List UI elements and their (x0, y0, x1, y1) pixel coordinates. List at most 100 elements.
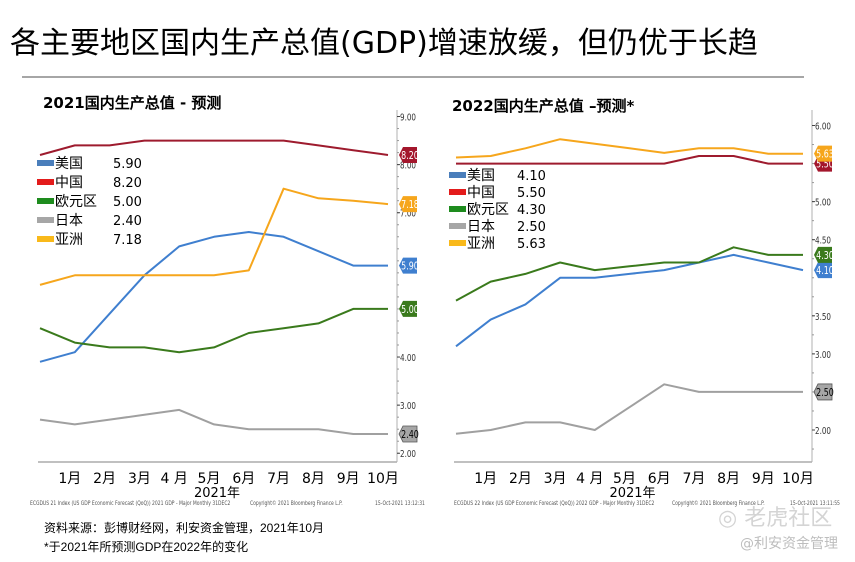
series-line-0 (455, 253, 804, 348)
source-note: 资料来源：彭博财经网，利安资金管理，2021年10月 *于2021年所预测GDP… (44, 519, 324, 557)
legend-swatch-3 (449, 223, 466, 229)
series-line-3 (455, 383, 803, 435)
series-line-3 (39, 408, 388, 435)
legend-swatch-4 (449, 240, 466, 246)
x-tick-label: 5月 (198, 471, 221, 487)
value-tag-label: 5.00 (401, 304, 419, 317)
x-tick-label: 4 月 (576, 471, 603, 487)
y-tick-label: 4.50 (815, 236, 831, 247)
y-tick-label: 5.00 (815, 198, 831, 209)
series-line-4 (455, 138, 803, 159)
chart-footer-timestamp: 15-Oct-2021 13:12:31 (375, 500, 425, 507)
value-tag-shape (398, 425, 418, 443)
legend-value-0: 4.10 (517, 169, 546, 184)
value-tag-4: 7.18 (399, 196, 419, 213)
value-tag-shape (814, 246, 832, 263)
x-tick-label: 5月 (613, 471, 636, 487)
value-tag-shape (814, 145, 832, 162)
x-axis-label: 2021年 (609, 486, 655, 501)
value-tag-shape (399, 196, 417, 213)
legend-label-2: 欧元区 (467, 202, 509, 218)
y-tick-label: 6.00 (815, 121, 831, 132)
value-tag-label: 5.90 (401, 260, 419, 273)
x-tick-label: 9月 (337, 471, 360, 487)
legend-swatch-2 (37, 198, 54, 204)
legend-value-1: 8.20 (113, 176, 142, 191)
chart-footer-source: ECGDUS 21 Index (US GDP Economic Forecas… (30, 500, 230, 507)
x-tick-label: 2月 (93, 471, 116, 487)
legend-swatch-3 (37, 217, 54, 223)
legend-label-1: 中国 (55, 175, 83, 191)
legend-value-4: 5.63 (517, 237, 546, 252)
x-tick-label: 3月 (128, 471, 151, 487)
value-tag-4: 5.63 (814, 145, 834, 162)
legend-swatch-1 (37, 179, 54, 185)
legend-label-3: 日本 (467, 219, 495, 235)
legend-value-1: 5.50 (517, 186, 546, 201)
value-tag-label: 7.18 (401, 199, 419, 212)
value-tag-label: 2.50 (816, 387, 834, 400)
legend-value-3: 2.40 (113, 214, 142, 229)
legend-swatch-0 (449, 172, 466, 178)
page-title: 各主要地区国内生产总值(GDP)增速放缓，但仍优于长趋 (10, 26, 758, 61)
value-tag-3: 2.40 (398, 425, 419, 443)
x-tick-label: 8月 (302, 471, 325, 487)
legend-value-2: 5.00 (113, 195, 142, 210)
chart-footer-timestamp: 15-Oct-2021 13:11:55 (790, 500, 840, 507)
series-line-2 (39, 307, 388, 354)
series-line-1 (39, 139, 389, 156)
y-tick-label: 7.00 (400, 209, 416, 220)
chart-footer-copyright: Copyright© 2021 Bloomberg Finance L.P. (250, 499, 343, 507)
value-tag-shape (813, 383, 833, 401)
y-tick-label: 3.00 (400, 401, 416, 412)
legend-label-0: 美国 (55, 156, 83, 172)
value-tag-label: 4.30 (816, 250, 834, 263)
legend-value-3: 2.50 (517, 220, 546, 235)
legend-label-4: 亚洲 (467, 236, 495, 252)
x-tick-label: 7月 (267, 471, 290, 487)
x-tick-label: 10月 (367, 471, 399, 487)
y-tick-label: 9.00 (400, 112, 416, 123)
y-tick-label: 2.00 (400, 449, 416, 460)
x-tick-label: 10月 (782, 471, 814, 487)
watermark-logo-icon: ◎ (718, 506, 738, 531)
value-tag-shape (399, 147, 417, 163)
value-tag-0: 4.10 (814, 262, 834, 279)
legend-label-2: 欧元区 (55, 194, 97, 210)
legend-swatch-4 (37, 236, 54, 242)
x-tick-label: 7月 (682, 471, 705, 487)
chart-footer-copyright: Copyright© 2021 Bloomberg Finance L.P. (672, 499, 765, 507)
legend-value-0: 5.90 (113, 157, 142, 172)
y-tick-label: 3.00 (815, 350, 831, 361)
y-tick-label: 3.50 (815, 312, 831, 323)
y-tick-label: 2.00 (815, 426, 831, 437)
footnote-line: *于2021年所预测GDP在2022年的变化 (44, 540, 249, 554)
legend-swatch-1 (449, 189, 466, 195)
legend-swatch-0 (37, 160, 54, 166)
series-line-0 (39, 231, 388, 363)
legend-label-0: 美国 (467, 168, 495, 184)
x-tick-label: 2月 (509, 471, 532, 487)
value-tag-label: 8.20 (401, 150, 419, 163)
legend-swatch-2 (449, 206, 466, 212)
series-line-1 (456, 155, 803, 165)
x-tick-label: 6月 (232, 471, 255, 487)
source-line: 资料来源：彭博财经网，利安资金管理，2021年10月 (44, 521, 325, 535)
value-tag-label: 2.40 (401, 429, 419, 442)
legend-label-4: 亚洲 (55, 232, 83, 248)
y-tick-label: 4.00 (400, 353, 416, 364)
value-tag-shape (814, 262, 832, 279)
y-tick-label: 8.00 (400, 161, 416, 172)
x-tick-label: 1月 (58, 471, 81, 487)
legend-value-2: 4.30 (517, 203, 546, 218)
chart-title-2021: 2021国内生产总值 - 预测 (43, 94, 222, 112)
value-tag-3: 2.50 (813, 383, 834, 401)
watermark-author: @利安资金管理 (740, 536, 838, 552)
value-tag-shape (399, 300, 417, 317)
value-tag-label: 5.63 (816, 148, 834, 161)
watermark-brand-text: 老虎社区 (744, 506, 833, 531)
watermark-brand: ◎ 老虎社区 (718, 500, 832, 532)
value-tag-2: 5.00 (399, 300, 419, 317)
x-tick-label: 8月 (717, 471, 740, 487)
